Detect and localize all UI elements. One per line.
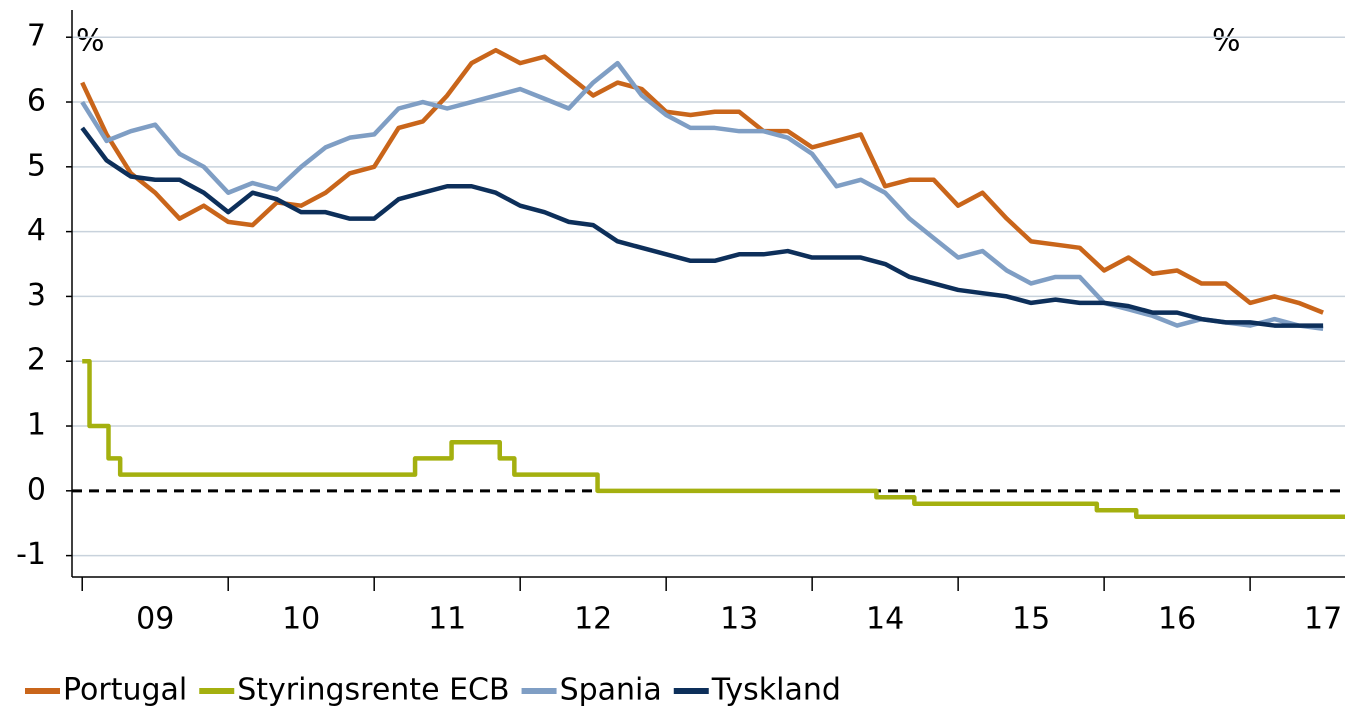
legend-label: Portugal [63,673,187,708]
y-tick-label: 1 [27,408,46,443]
x-tick-label: 15 [1012,602,1050,637]
x-tick-label: 14 [866,602,904,637]
y-tick-label: 5 [27,148,46,183]
y-tick-label: 4 [27,213,46,248]
y-tick-label: 2 [27,343,46,378]
y-tick-label: 7 [27,19,46,54]
x-tick-label: 17 [1304,602,1342,637]
legend-label: Styringsrente ECB [237,673,509,708]
x-tick-label: 11 [428,602,466,637]
y-tick-label: -1 [16,537,46,572]
x-tick-label: 12 [574,602,612,637]
legend-label: Spania [560,673,662,708]
series-line [82,358,1345,519]
unit-label-left: % [76,24,105,59]
x-tick-label: 16 [1158,602,1196,637]
y-tick-label: 0 [27,472,46,507]
y-tick-label: 6 [27,84,46,119]
x-tick-label: 13 [720,602,758,637]
x-tick-label: 10 [282,602,320,637]
series-line [80,47,1324,315]
y-tick-label: 3 [27,278,46,313]
legend-label: Tyskland [711,673,841,708]
x-tick-label: 09 [136,602,174,637]
unit-label-right: % [1212,24,1241,59]
series-line [80,126,1324,328]
